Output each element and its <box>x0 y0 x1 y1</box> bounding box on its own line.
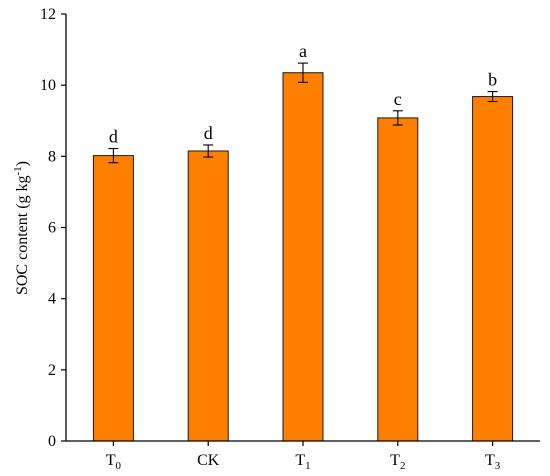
x-ticks: T0 CK T1 T2 T3 <box>106 441 501 472</box>
y-axis-label-main: SOC content (g kg <box>14 175 31 295</box>
y-axis-label: SOC content (g kg-1) <box>12 161 31 295</box>
y-tick-label-0: 0 <box>48 433 56 450</box>
bar-3 <box>377 117 419 442</box>
y-ticks: 0 2 4 6 8 10 12 <box>40 6 66 450</box>
error-bar-2 <box>298 62 308 83</box>
x-tick-label-1: CK <box>197 452 220 469</box>
y-tick-label-1: 2 <box>48 362 56 379</box>
y-tick-label-4: 8 <box>48 148 56 165</box>
x-tick-label-base-0: T <box>106 452 116 469</box>
significance-label-0: d <box>109 127 118 147</box>
x-tick-label-sub-2: 1 <box>305 460 311 472</box>
significance-label-1: d <box>204 123 213 143</box>
significance-label-3: c <box>394 89 402 109</box>
error-bar-4 <box>487 91 498 103</box>
y-tick-label-2: 4 <box>48 291 56 308</box>
bar-2 <box>282 72 324 442</box>
x-tick-label-sub-0: 0 <box>116 460 122 472</box>
error-bar-3 <box>392 110 403 126</box>
x-tick-label-0: T0 <box>106 452 122 472</box>
x-tick-label-3: T2 <box>390 452 405 472</box>
x-tick-label-base-4: T <box>485 452 495 469</box>
significance-label-4: b <box>488 70 497 90</box>
bar-1 <box>187 150 229 442</box>
y-tick-label-3: 6 <box>48 220 56 237</box>
y-axis-label-sup: -1 <box>12 166 24 175</box>
y-axis-label-close: ) <box>14 161 31 166</box>
significance-label-2: a <box>299 41 307 61</box>
x-tick-label-base-3: T <box>390 452 400 469</box>
bar-0 <box>92 155 134 442</box>
x-tick-label-base-1: CK <box>197 452 220 469</box>
error-bars-layer <box>108 62 498 164</box>
error-bar-0 <box>108 147 119 164</box>
error-bar-1 <box>203 144 214 158</box>
y-tick-label-6: 12 <box>40 6 56 23</box>
x-tick-label-sub-4: 3 <box>495 460 501 472</box>
y-tick-label-5: 10 <box>40 77 56 94</box>
bars-layer <box>92 72 514 442</box>
x-tick-label-2: T1 <box>295 452 310 472</box>
x-tick-label-4: T3 <box>485 452 501 472</box>
significance-labels-layer: d d a c b <box>109 41 497 146</box>
x-tick-label-base-2: T <box>295 452 305 469</box>
bar-4 <box>472 96 514 442</box>
x-tick-label-sub-3: 2 <box>400 460 406 472</box>
